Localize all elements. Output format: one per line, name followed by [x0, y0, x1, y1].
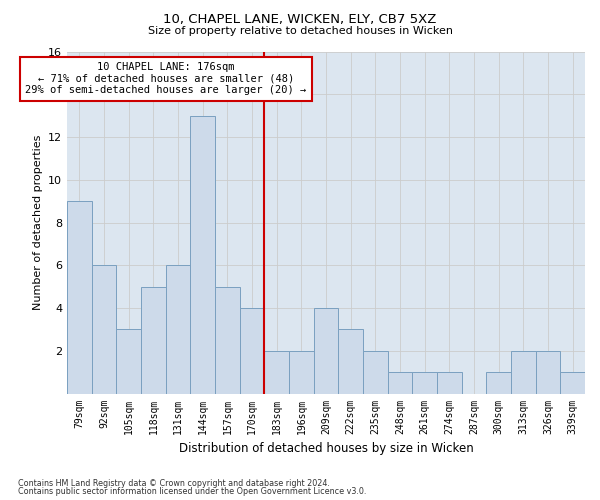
Bar — [116, 330, 141, 394]
Y-axis label: Number of detached properties: Number of detached properties — [32, 135, 43, 310]
Bar — [536, 351, 560, 394]
X-axis label: Distribution of detached houses by size in Wicken: Distribution of detached houses by size … — [179, 442, 473, 455]
Bar — [67, 201, 92, 394]
Bar — [314, 308, 338, 394]
Text: Contains HM Land Registry data © Crown copyright and database right 2024.: Contains HM Land Registry data © Crown c… — [18, 478, 330, 488]
Bar — [265, 351, 289, 394]
Bar — [240, 308, 265, 394]
Bar — [560, 372, 585, 394]
Bar — [412, 372, 437, 394]
Text: Size of property relative to detached houses in Wicken: Size of property relative to detached ho… — [148, 26, 452, 36]
Bar — [511, 351, 536, 394]
Bar — [338, 330, 363, 394]
Bar — [92, 266, 116, 394]
Text: 10 CHAPEL LANE: 176sqm
← 71% of detached houses are smaller (48)
29% of semi-det: 10 CHAPEL LANE: 176sqm ← 71% of detached… — [25, 62, 307, 96]
Text: 10, CHAPEL LANE, WICKEN, ELY, CB7 5XZ: 10, CHAPEL LANE, WICKEN, ELY, CB7 5XZ — [163, 12, 437, 26]
Bar — [166, 266, 190, 394]
Bar — [437, 372, 461, 394]
Bar — [388, 372, 412, 394]
Bar — [190, 116, 215, 394]
Bar — [141, 286, 166, 394]
Bar — [289, 351, 314, 394]
Bar — [487, 372, 511, 394]
Bar — [215, 286, 240, 394]
Text: Contains public sector information licensed under the Open Government Licence v3: Contains public sector information licen… — [18, 487, 367, 496]
Bar — [363, 351, 388, 394]
